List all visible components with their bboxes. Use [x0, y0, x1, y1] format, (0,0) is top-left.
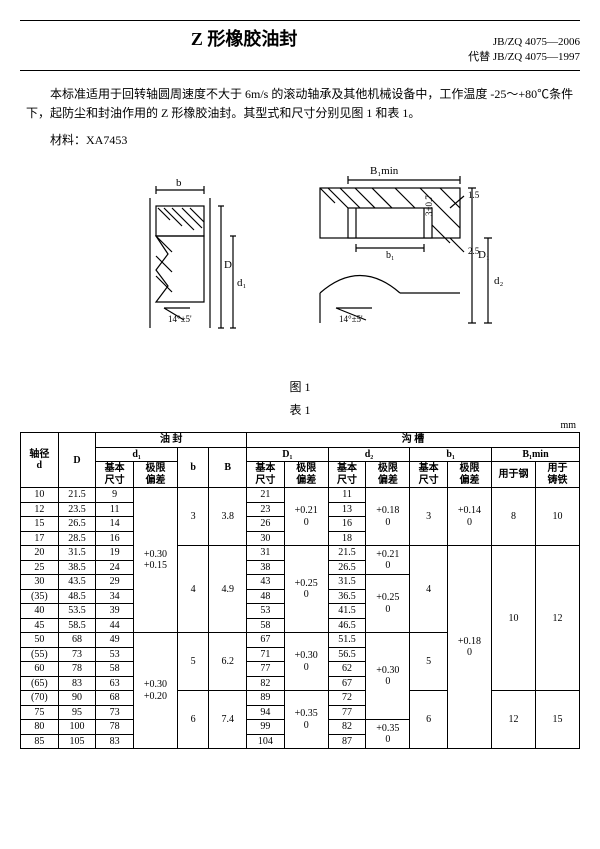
- h-b1-l: 极限偏差: [448, 462, 492, 488]
- table-row: 2031.51944.931+0.25021.5+0.2104+0.180101…: [21, 546, 580, 561]
- h-b: b: [177, 447, 208, 488]
- material-line: 材料：XA7453: [26, 131, 574, 150]
- h-b1: b₁: [410, 447, 492, 462]
- material-label: 材料：: [50, 133, 86, 147]
- lbl-b: b: [176, 177, 182, 189]
- lbl-D1: D₁: [478, 249, 490, 261]
- h-D1-b: 基本尺寸: [247, 462, 285, 488]
- figure-svg: b D d₁ 14°±5' B₁min b₁ D₁ d₂ 1.5 2.5 14°…: [90, 158, 510, 368]
- h-d2: d₂: [328, 447, 410, 462]
- h-d1-l: 极限偏差: [134, 462, 178, 488]
- table-body: 1021.59+0.30+0.1533.821+0.21011+0.1803+0…: [21, 488, 580, 749]
- h-d2-b: 基本尺寸: [328, 462, 366, 488]
- h-steel: 用于钢: [491, 462, 535, 488]
- h-D1-l: 极限偏差: [284, 462, 328, 488]
- table-caption: 表 1: [20, 401, 580, 418]
- h-D1: D₁: [247, 447, 329, 462]
- h-iron: 用于铸铁: [535, 462, 579, 488]
- h-d1: d₁: [96, 447, 178, 462]
- h-d2-l: 极限偏差: [366, 462, 410, 488]
- h-B: B: [209, 447, 247, 488]
- doc-header: Z 形橡胶油封 JB/ZQ 4075—2006 代替 JB/ZQ 4075—19…: [20, 20, 580, 71]
- lbl-d2: d₂: [494, 275, 504, 287]
- table-unit: mm: [20, 420, 576, 431]
- lbl-b1: b₁: [386, 250, 395, 261]
- lbl-tol: 3±0.7: [424, 195, 434, 216]
- figure-caption: 图 1: [20, 378, 580, 395]
- h-d: 轴径d: [21, 433, 59, 488]
- doc-title: Z 形橡胶油封: [20, 25, 468, 51]
- code-bottom: 代替 JB/ZQ 4075—1997: [468, 50, 580, 65]
- code-top: JB/ZQ 4075—2006: [468, 35, 580, 50]
- table-row: (70)906867.489+0.3507261215: [21, 691, 580, 706]
- h-d1-b: 基本尺寸: [96, 462, 134, 488]
- h-D: D: [58, 433, 96, 488]
- lbl-ang-r: 14°±5': [339, 314, 363, 324]
- lbl-D: D: [224, 259, 232, 271]
- h-B1min: B₁min: [491, 447, 579, 462]
- intro-para: 本标准适用于回转轴圆周速度不大于 6m/s 的滚动轴承及其他机械设备中，工作温度…: [26, 85, 574, 123]
- table-row: 1021.59+0.30+0.1533.821+0.21011+0.1803+0…: [21, 488, 580, 503]
- material-value: XA7453: [86, 133, 127, 147]
- h-groove: 沟 槽: [247, 433, 580, 448]
- dim-table: 轴径d D 油 封 沟 槽 d₁ b B D₁ d₂ b₁ B₁min 基本尺寸…: [20, 432, 580, 749]
- figure-area: b D d₁ 14°±5' B₁min b₁ D₁ d₂ 1.5 2.5 14°…: [20, 158, 580, 372]
- lbl-B1min: B₁min: [370, 165, 399, 177]
- lbl-ang-l: 14°±5': [168, 314, 192, 324]
- h-b1-b: 基本尺寸: [410, 462, 448, 488]
- doc-code: JB/ZQ 4075—2006 代替 JB/ZQ 4075—1997: [468, 35, 580, 66]
- lbl-r1: 1.5: [468, 190, 480, 200]
- lbl-d1: d₁: [237, 277, 247, 289]
- h-seal: 油 封: [96, 433, 247, 448]
- lbl-r2: 2.5: [468, 246, 480, 256]
